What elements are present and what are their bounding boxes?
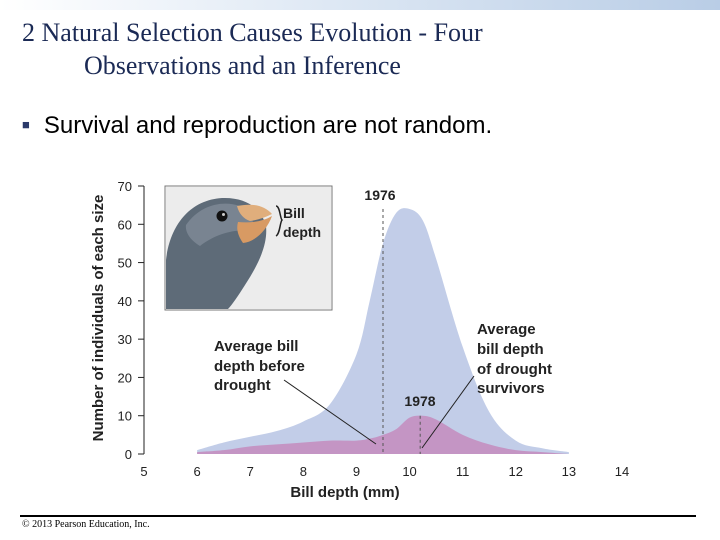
y-tick-label: 70 (118, 179, 132, 194)
y-tick-label: 30 (118, 332, 132, 347)
marker-before-line-1: Average bill (214, 338, 298, 355)
x-tick-label: 12 (509, 464, 523, 479)
marker-survivors-line-4: survivors (477, 380, 545, 397)
title-line-2: Observations and an Inference (84, 51, 401, 80)
series-label-1978: 1978 (404, 393, 435, 409)
bullet-square-icon: ■ (22, 117, 30, 132)
x-tick-label: 5 (140, 464, 147, 479)
marker-survivors-line-2: bill depth (477, 341, 544, 358)
series-label-1976: 1976 (364, 187, 395, 203)
copyright-text: © 2013 Pearson Education, Inc. (22, 519, 150, 530)
y-tick-label: 10 (118, 409, 132, 424)
leader-line-before (283, 379, 377, 445)
x-tick-label: 14 (615, 464, 629, 479)
leader-line-survivors (421, 375, 475, 449)
finch-inset: Bill depth (164, 185, 333, 311)
marker-before-line-2: depth before (214, 358, 305, 375)
x-tick-label: 10 (402, 464, 416, 479)
bill-depth-bracket (275, 205, 284, 237)
marker-survivors-line-1: Average (477, 321, 536, 338)
top-accent-bar (0, 0, 720, 10)
x-axis-title: Bill depth (mm) (290, 484, 399, 501)
y-axis-title: Number of individuals of each size (90, 195, 107, 442)
y-tick-label: 0 (125, 447, 132, 462)
bullet-text: Survival and reproduction are not random… (43, 112, 493, 139)
footer-rule (20, 515, 696, 517)
x-tick-label: 11 (456, 464, 470, 479)
x-tick-label: 6 (193, 464, 200, 479)
y-tick-label: 60 (118, 217, 132, 232)
y-tick-label: 20 (118, 370, 132, 385)
area-series-1978 (197, 415, 569, 454)
finch-icon (166, 197, 272, 309)
slide-title: 2 Natural Selection Causes Evolution - F… (22, 16, 702, 82)
marker-before-line-3: drought (214, 377, 271, 394)
marker-survivors-line-3: of drought (477, 361, 552, 378)
x-tick-label: 9 (353, 464, 360, 479)
x-tick-label: 7 (247, 464, 254, 479)
inset-label-line-1: Bill (283, 205, 305, 221)
inset-label-line-2: depth (283, 224, 321, 240)
x-tick-label: 13 (562, 464, 576, 479)
y-tick-label: 50 (118, 256, 132, 271)
y-tick-label: 40 (118, 294, 132, 309)
title-line-1: 2 Natural Selection Causes Evolution - F… (22, 18, 483, 47)
x-tick-label: 8 (300, 464, 307, 479)
bullet-point: ■ Survival and reproduction are not rando… (22, 112, 492, 140)
